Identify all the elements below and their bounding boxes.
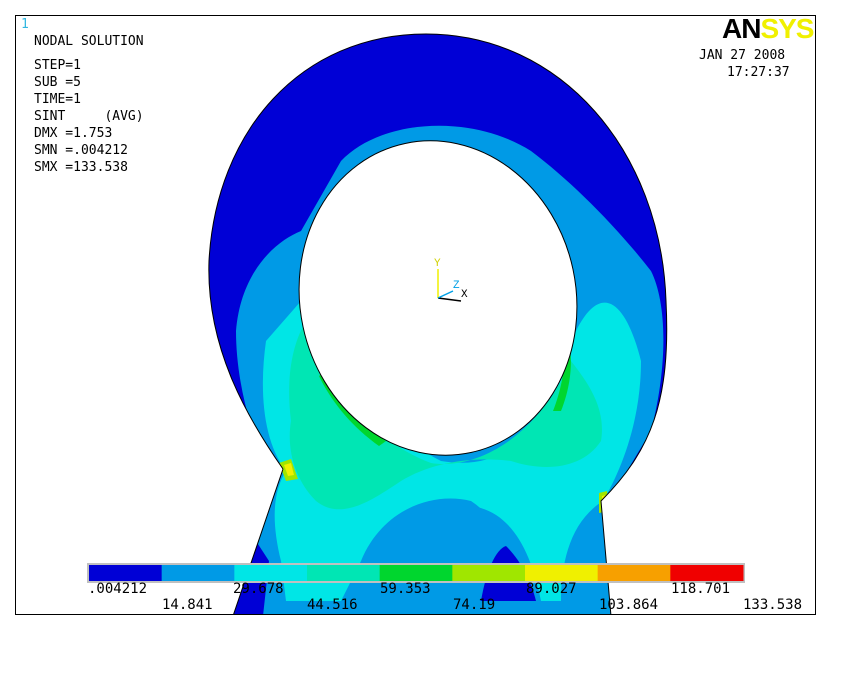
contour-plot: Y Z X	[87, 33, 745, 614]
hotspot-left-core	[284, 463, 294, 476]
contour-band-teal	[289, 321, 602, 510]
legend-label-bottom-2: 74.19	[453, 597, 496, 613]
legend-swatch-8	[670, 565, 744, 581]
triad-z-label: Z	[453, 280, 460, 292]
window-number: 1	[21, 17, 29, 32]
legend-swatch-0	[89, 565, 163, 581]
time-line: TIME=1	[34, 92, 81, 107]
legend-swatch-1	[161, 565, 235, 581]
legend-label-bottom-4: 133.538	[743, 597, 803, 613]
smx-line: SMX =133.538	[34, 160, 128, 175]
legend-label-top-4: 118.701	[671, 581, 731, 597]
legend-label-top-0: .004212	[88, 581, 148, 597]
smn-line: SMN =.004212	[34, 143, 128, 158]
triad-y-label: Y	[434, 258, 441, 270]
legend-label-bottom-0: 14.841	[162, 597, 213, 613]
step-line: STEP=1	[34, 58, 81, 73]
logo-an: AN	[722, 13, 761, 44]
contour-band-cyan	[262, 301, 641, 601]
legend-label-bottom-1: 44.516	[307, 597, 358, 613]
dmx-line: DMX =1.753	[34, 126, 113, 141]
plot-frame[interactable]: Y Z X	[15, 15, 816, 615]
legend-swatch-6	[525, 565, 599, 581]
logo-sys: SYS	[760, 13, 814, 44]
legend-swatch-7	[597, 565, 671, 581]
legend-swatch-4	[379, 565, 453, 581]
plot-title: NODAL SOLUTION	[34, 34, 144, 49]
legend-label-top-3: 89.027	[526, 581, 577, 597]
sint-line: SINT (AVG)	[34, 109, 144, 124]
time-label: 17:27:37	[727, 65, 790, 80]
legend-swatch-5	[452, 565, 526, 581]
ansys-logo: ANSYS	[722, 13, 814, 45]
legend-label-top-1: 29.678	[233, 581, 284, 597]
legend-swatch-3	[307, 565, 381, 581]
legend-swatch-2	[234, 565, 308, 581]
legend-color-bar	[87, 563, 745, 583]
coordinate-triad: Y Z X	[434, 258, 468, 302]
legend-label-top-2: 59.353	[380, 581, 431, 597]
sub-line: SUB =5	[34, 75, 81, 90]
triad-x-label: X	[461, 289, 468, 301]
date-label: JAN 27 2008	[699, 48, 786, 63]
part-outline	[208, 33, 668, 614]
legend-label-bottom-3: 103.864	[599, 597, 659, 613]
